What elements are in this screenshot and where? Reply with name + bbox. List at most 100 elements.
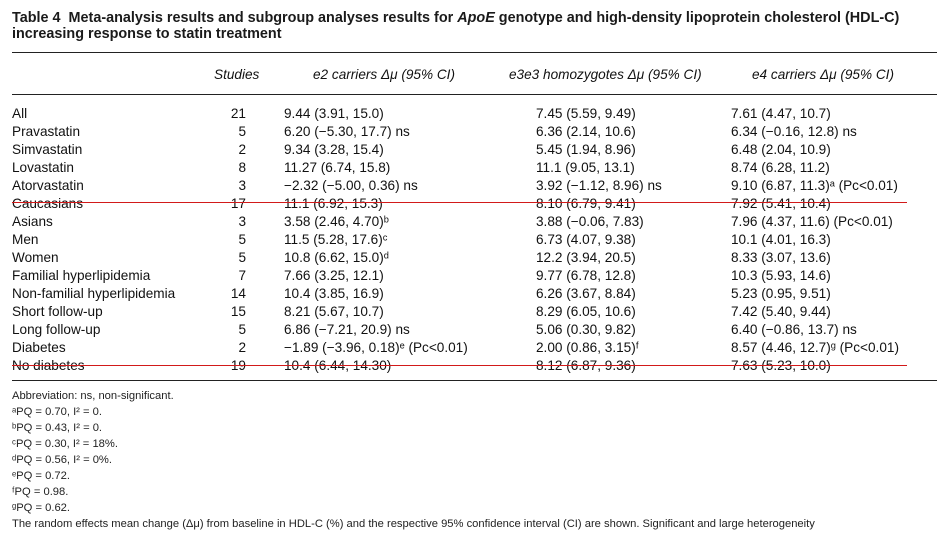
header-studies: Studies [214,67,260,82]
row-e4: 6.34 (−0.16, 12.8) ns [731,124,857,139]
row-label: Simvastatin [12,142,83,157]
row-e2: 10.8 (6.62, 15.0)ᵈ [284,250,389,265]
row-label: Familial hyperlipidemia [12,268,151,283]
row-studies: 5 [238,322,246,337]
row-studies: 2 [238,142,246,157]
row-e2: 9.44 (3.91, 15.0) [284,106,384,121]
table-label: Table 4 [12,10,61,26]
row-e4: 7.61 (4.47, 10.7) [731,106,831,121]
table-row-no-diabetes: No diabetes 19 10.4 (6.44, 14.30) 8.12 (… [0,358,950,376]
bottom-rule [12,380,937,381]
row-label: Caucasians [12,196,84,211]
table-row-all: All 21 9.44 (3.91, 15.0) 7.45 (5.59, 9.4… [0,106,950,124]
table-row-long-follow-up: Long follow-up 5 6.86 (−7.21, 20.9) ns 5… [0,322,950,340]
table-row-short-follow-up: Short follow-up 15 8.21 (5.67, 10.7) 8.2… [0,304,950,322]
row-studies: 2 [238,340,246,355]
table-row-non-familial-hyperlipidemia: Non-familial hyperlipidemia 14 10.4 (3.8… [0,286,950,304]
table-caption: Table 4 Meta-analysis results and subgrou… [12,10,942,42]
row-label: Lovastatin [12,160,74,175]
row-e2: 11.27 (6.74, 15.8) [284,160,391,175]
row-e2: 3.58 (2.46, 4.70)ᵇ [284,214,389,229]
caption-text-post: genotype and high-density lipoprotein ch… [12,10,900,42]
row-e3: 2.00 (0.86, 3.15)ᶠ [536,340,639,355]
header-rule [12,94,937,95]
row-e3: 3.88 (−0.06, 7.83) [536,214,644,229]
row-e4: 10.3 (5.93, 14.6) [731,268,831,283]
row-e4: 9.10 (6.87, 11.3)ᵃ (Pc<0.01) [731,178,898,193]
red-annotation-line [12,202,907,203]
row-e4: 7.42 (5.40, 9.44) [731,304,831,319]
row-e3: 11.1 (9.05, 13.1) [536,160,635,175]
footnote-b: ᵇPQ = 0.43, I² = 0. [12,422,103,434]
row-e4: 8.74 (6.28, 11.2) [731,160,830,175]
row-studies: 7 [238,268,246,283]
row-studies: 14 [230,286,246,301]
header-e4-carriers: e4 carriers Δμ (95% CI) [752,67,894,82]
row-label: All [12,106,28,121]
row-e3: 6.73 (4.07, 9.38) [536,232,636,247]
row-studies: 5 [238,232,246,247]
row-e3: 3.92 (−1.12, 8.96) ns [536,178,662,193]
row-studies: 17 [230,196,246,211]
row-e3: 6.26 (3.67, 8.84) [536,286,636,301]
caption-text-gene: ApoE [457,10,495,26]
footnote-c: ᶜPQ = 0.30, I² = 18%. [12,438,118,450]
row-e4: 8.57 (4.46, 12.7)ᵍ (Pc<0.01) [731,340,899,355]
row-studies: 8 [238,160,246,175]
row-e3: 7.45 (5.59, 9.49) [536,106,636,121]
row-e3: 5.06 (0.30, 9.82) [536,322,636,337]
top-rule [12,52,937,53]
row-e4: 6.40 (−0.86, 13.7) ns [731,322,857,337]
row-studies: 5 [238,124,246,139]
row-e4: 5.23 (0.95, 9.51) [731,286,831,301]
row-e2: 7.66 (3.25, 12.1) [284,268,384,283]
row-e4: 7.92 (5.41, 10.4) [731,196,831,211]
row-e3: 6.36 (2.14, 10.6) [536,124,636,139]
table-row-atorvastatin: Atorvastatin 3 −2.32 (−5.00, 0.36) ns 3.… [0,178,950,196]
row-e2: 10.4 (3.85, 16.9) [284,286,384,301]
row-label: Men [12,232,39,247]
row-e3: 5.45 (1.94, 8.96) [536,142,636,157]
row-e3: 8.29 (6.05, 10.6) [536,304,636,319]
row-e2: 6.86 (−7.21, 20.9) ns [284,322,410,337]
row-label: Asians [12,214,53,229]
row-e2: 6.20 (−5.30, 17.7) ns [284,124,410,139]
table-row-asians: Asians 3 3.58 (2.46, 4.70)ᵇ 3.88 (−0.06,… [0,214,950,232]
row-e4: 7.96 (4.37, 11.6) (Pc<0.01) [731,214,893,229]
footnote-a: ᵃPQ = 0.70, I² = 0. [12,406,102,418]
table-row-familial-hyperlipidemia: Familial hyperlipidemia 7 7.66 (3.25, 12… [0,268,950,286]
row-e2: 8.21 (5.67, 10.7) [284,304,384,319]
table-row-diabetes: Diabetes 2 −1.89 (−3.96, 0.18)ᵉ (Pc<0.01… [0,340,950,358]
footnote-e: ᵉPQ = 0.72. [12,470,70,482]
row-e2: 11.5 (5.28, 17.6)ᶜ [284,232,388,247]
row-e3: 9.77 (6.78, 12.8) [536,268,636,283]
footnote-g: ᵍPQ = 0.62. [12,502,71,514]
row-e4: 10.1 (4.01, 16.3) [731,232,831,247]
row-label: Pravastatin [12,124,81,139]
row-e3: 8.10 (6.79, 9.41) [536,196,636,211]
row-studies: 3 [238,214,246,229]
footnote-description: The random effects mean change (Δμ) from… [12,518,815,530]
row-e3: 12.2 (3.94, 20.5) [536,250,636,265]
row-e2: −1.89 (−3.96, 0.18)ᵉ (Pc<0.01) [284,340,468,355]
table-row-men: Men 5 11.5 (5.28, 17.6)ᶜ 6.73 (4.07, 9.3… [0,232,950,250]
footnote-abbreviation: Abbreviation: ns, non-significant. [12,390,174,402]
row-studies: 3 [238,178,246,193]
row-label: Diabetes [12,340,66,355]
header-e3e3-homozygotes: e3e3 homozygotes Δμ (95% CI) [509,67,702,82]
header-e2-carriers: e2 carriers Δμ (95% CI) [313,67,455,82]
row-e2: 11.1 (6.92, 15.3) [284,196,383,211]
row-e2: 9.34 (3.28, 15.4) [284,142,384,157]
row-label: Short follow-up [12,304,103,319]
row-studies: 21 [230,106,246,121]
row-e4: 8.33 (3.07, 13.6) [731,250,831,265]
table-row-caucasians: Caucasians 17 11.1 (6.92, 15.3) 8.10 (6.… [0,196,950,214]
row-label: Non-familial hyperlipidemia [12,286,176,301]
footnote-f: ᶠPQ = 0.98. [12,486,69,498]
table-row-pravastatin: Pravastatin 5 6.20 (−5.30, 17.7) ns 6.36… [0,124,950,142]
red-annotation-line [12,365,907,366]
row-e4: 6.48 (2.04, 10.9) [731,142,831,157]
row-studies: 5 [238,250,246,265]
caption-text-pre: Meta-analysis results and subgroup analy… [68,10,458,26]
row-e2: −2.32 (−5.00, 0.36) ns [284,178,418,193]
